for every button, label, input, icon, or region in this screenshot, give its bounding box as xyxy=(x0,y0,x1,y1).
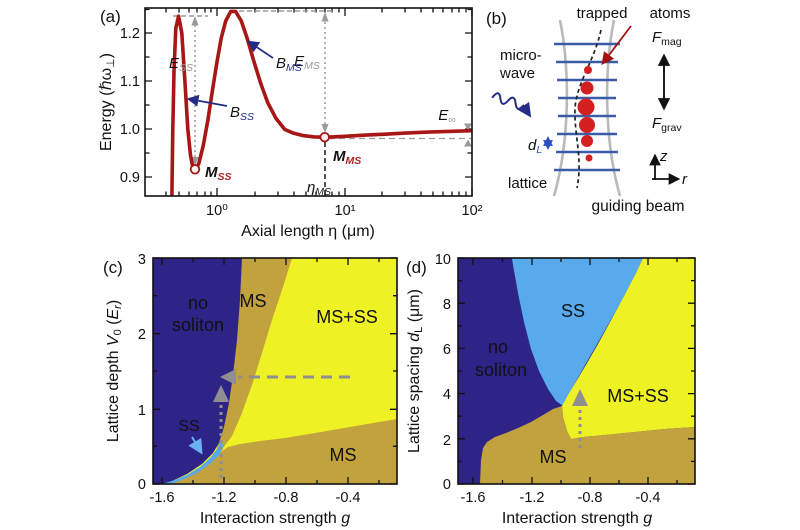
panel-c-path-arrows xyxy=(213,369,350,478)
svg-text:10: 10 xyxy=(435,252,451,268)
microwave-label-line1: micro- xyxy=(500,47,542,64)
panel-d: (d) no soliton SS MS+SS MS 10 8 xyxy=(406,252,696,527)
panel-b: (b) trapped ato xyxy=(486,5,691,215)
panel-c-ylabel: Lattice depth V0 (Er) xyxy=(105,300,124,442)
panel-a-tick-labels: 1.2 1.1 1.0 0.9 10⁰ 10¹ 10² xyxy=(120,26,483,219)
label-ms-lower-c: MS xyxy=(330,445,357,465)
svg-text:0: 0 xyxy=(443,477,451,493)
panel-d-xlabel: Interaction strength g xyxy=(502,510,652,527)
energy-curve xyxy=(170,9,472,196)
svg-text:-0.4: -0.4 xyxy=(336,490,361,506)
label-no-soliton-c2: soliton xyxy=(172,315,224,335)
ss-pointer-arrow-c xyxy=(188,436,203,455)
lattice-lines xyxy=(554,42,620,172)
label-b-ms: BMS xyxy=(276,55,302,74)
guiding-beam-label: guiding beam xyxy=(591,198,684,215)
panel-c-tag: (c) xyxy=(103,258,123,277)
svg-text:10⁰: 10⁰ xyxy=(206,203,228,219)
label-e-ss: ESS xyxy=(169,55,193,74)
region-ms-ss-d xyxy=(562,258,695,439)
svg-text:2: 2 xyxy=(138,327,146,343)
lattice-spacing-label: dL xyxy=(528,137,542,156)
panel-d-path-arrow xyxy=(572,389,588,448)
marker-m-ss xyxy=(189,164,201,175)
region-ms-lower-c xyxy=(156,419,397,484)
panel-d-tick-labels: 10 8 6 4 2 0 -1.6 -1.2 -0.8 -0.4 xyxy=(435,252,661,506)
label-no-soliton-d1: no xyxy=(488,337,508,357)
atoms-label: atoms xyxy=(650,5,691,22)
svg-text:-0.4: -0.4 xyxy=(636,490,661,506)
panel-c-tick-labels: 3 2 1 0 -1.6 -1.2 -0.8 -0.4 xyxy=(138,252,361,506)
z-axis-label: z xyxy=(659,148,668,165)
svg-text:6: 6 xyxy=(443,342,451,358)
f-mag-label: Fmag xyxy=(652,29,682,48)
label-m-ss: MSS xyxy=(205,164,232,183)
panel-a-pointer-arrows xyxy=(186,40,274,107)
svg-text:0: 0 xyxy=(138,477,146,493)
panel-d-ylabel: Lattice spacing dL (μm) xyxy=(406,289,425,453)
panel-d-frame xyxy=(457,257,696,485)
panel-a-guides xyxy=(173,10,472,157)
panel-c-xlabel: Interaction strength g xyxy=(200,510,350,527)
label-e-ms: EMS xyxy=(294,53,320,72)
trapped-atoms-arrow xyxy=(601,25,632,66)
r-axis-label: r xyxy=(682,171,688,188)
label-m-ms: MMS xyxy=(333,148,361,167)
panel-d-tag: (d) xyxy=(406,258,427,277)
svg-text:1.2: 1.2 xyxy=(120,26,140,42)
panel-a-tag: (a) xyxy=(100,7,121,26)
svg-text:-1.6: -1.6 xyxy=(150,490,175,506)
label-ms-ss-c: MS+SS xyxy=(316,307,378,327)
marker-m-ms xyxy=(319,131,330,143)
panel-a-xlabel: Axial length η (μm) xyxy=(241,223,375,240)
svg-text:1.0: 1.0 xyxy=(120,122,140,138)
label-eta-ms: ηMS xyxy=(307,179,331,198)
panel-a-frame xyxy=(144,7,473,197)
label-no-soliton-d2: soliton xyxy=(475,360,527,380)
region-ms-upper-c xyxy=(216,258,292,455)
label-ms-d: MS xyxy=(540,447,567,467)
svg-text:2: 2 xyxy=(443,433,451,449)
guiding-beam-curves xyxy=(552,19,622,197)
svg-text:3: 3 xyxy=(138,252,146,268)
microwave-label-line2: wave xyxy=(499,65,535,82)
svg-text:-1.2: -1.2 xyxy=(520,490,545,506)
label-ms-upper-c: MS xyxy=(240,291,267,311)
label-ss-c: SS xyxy=(178,418,199,435)
svg-text:-1.2: -1.2 xyxy=(212,490,237,506)
trapped-atoms-dots xyxy=(577,66,595,162)
svg-text:10²: 10² xyxy=(462,203,483,219)
svg-text:-0.8: -0.8 xyxy=(578,490,603,506)
svg-text:10¹: 10¹ xyxy=(335,203,356,219)
panel-a: (a) 1.2 1.1 1.0 0.9 10⁰ 10¹ 10² Energy (… xyxy=(98,7,483,240)
panel-a-ylabel: Energy (ℏω⊥) xyxy=(98,53,117,151)
label-ss-d: SS xyxy=(561,301,585,321)
label-e-inf: E∞ xyxy=(438,107,456,126)
region-ss-d xyxy=(512,258,643,406)
panel-c: (c) no soliton MS MS+SS MS SS xyxy=(103,252,398,527)
panel-b-tag: (b) xyxy=(486,9,507,28)
svg-text:-0.8: -0.8 xyxy=(274,490,299,506)
region-ms-d xyxy=(480,406,695,484)
svg-text:0.9: 0.9 xyxy=(120,170,140,186)
zr-axes xyxy=(649,153,681,185)
svg-text:1.1: 1.1 xyxy=(120,74,140,90)
trapped-label: trapped xyxy=(577,5,628,22)
svg-text:4: 4 xyxy=(443,387,451,403)
lattice-label: lattice xyxy=(508,175,547,192)
label-b-ss: BSS xyxy=(230,104,254,123)
f-grav-label: Fgrav xyxy=(652,115,682,134)
panel-a-guide-arrowheads xyxy=(191,12,472,166)
svg-text:8: 8 xyxy=(443,297,451,313)
panel-c-frame xyxy=(152,257,398,485)
label-no-soliton-c1: no xyxy=(188,293,208,313)
microwave-squiggle-arrow xyxy=(491,92,532,118)
label-ms-ss-d: MS+SS xyxy=(607,386,669,406)
svg-text:1: 1 xyxy=(138,403,146,419)
svg-text:-1.6: -1.6 xyxy=(461,490,486,506)
